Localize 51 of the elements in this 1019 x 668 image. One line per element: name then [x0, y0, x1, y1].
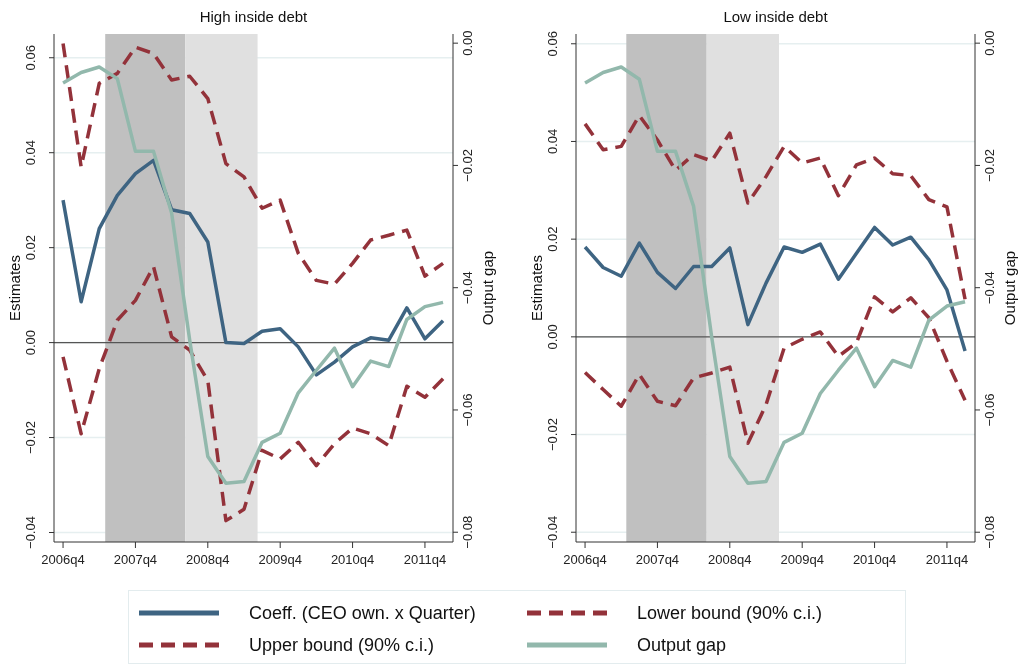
y-tick-label: 0.00: [23, 329, 38, 356]
y-axis-title: Estimates: [528, 255, 545, 321]
y-tick-label: 0.00: [545, 324, 560, 350]
y2-axis-title: Output gap: [1001, 250, 1018, 326]
x-tick-label: 2010q4: [330, 552, 375, 567]
y2-tick-label: −0.08: [982, 515, 997, 549]
legend-label: Lower bound (90% c.i.): [637, 602, 823, 624]
x-tick-label: 2007q4: [113, 552, 158, 567]
y2-axis-title: Output gap: [479, 250, 496, 326]
x-tick-label: 2011q4: [403, 552, 447, 567]
y2-tick-label: −0.02: [460, 148, 475, 182]
y2-tick-label: −0.06: [982, 393, 997, 427]
chart-title: High inside debt: [198, 8, 309, 25]
y-tick-label: −0.02: [23, 421, 38, 454]
x-tick-label: 2009q4: [780, 552, 824, 567]
x-tick-label: 2006q4: [563, 552, 607, 567]
line-series: [61, 264, 445, 523]
legend-label: Coeff. (CEO own. x Quarter): [249, 602, 476, 624]
y-tick-label: 0.02: [545, 226, 560, 252]
legend-label: Upper bound (90% c.i.): [249, 634, 435, 656]
x-tick-label: 2010q4: [852, 552, 897, 567]
y-tick-label: 0.04: [545, 128, 560, 155]
line-series: [583, 65, 967, 486]
y2-tick-label: 0.00: [460, 30, 475, 56]
line-series: [61, 41, 445, 286]
line-series: [583, 295, 967, 446]
y-tick-label: 0.02: [23, 234, 38, 261]
y2-tick-label: −0.04: [982, 271, 997, 305]
y-tick-label: −0.04: [545, 515, 560, 549]
y2-tick-label: −0.04: [460, 271, 475, 305]
y-tick-label: 0.06: [545, 31, 560, 57]
x-tick-label: 2008q4: [186, 552, 230, 567]
y-tick-label: −0.02: [545, 418, 560, 451]
x-tick-label: 2008q4: [708, 552, 752, 567]
y2-tick-label: 0.00: [982, 30, 997, 56]
y2-tick-label: −0.08: [460, 515, 475, 549]
legend-label: Output gap: [637, 634, 727, 656]
x-tick-label: 2009q4: [258, 552, 302, 567]
y-axis-title: Estimates: [6, 255, 23, 321]
x-tick-label: 2006q4: [41, 552, 85, 567]
y-tick-label: 0.04: [23, 140, 38, 166]
y-tick-label: 0.06: [23, 45, 38, 71]
y-tick-label: −0.04: [23, 516, 38, 549]
y2-tick-label: −0.02: [982, 148, 997, 182]
x-tick-label: 2011q4: [925, 552, 969, 567]
line-series: [61, 65, 445, 486]
line-series: [583, 225, 967, 353]
y2-tick-label: −0.06: [460, 393, 475, 427]
x-tick-label: 2007q4: [635, 552, 680, 567]
chart-title: Low inside debt: [722, 8, 829, 25]
line-series: [61, 158, 445, 377]
